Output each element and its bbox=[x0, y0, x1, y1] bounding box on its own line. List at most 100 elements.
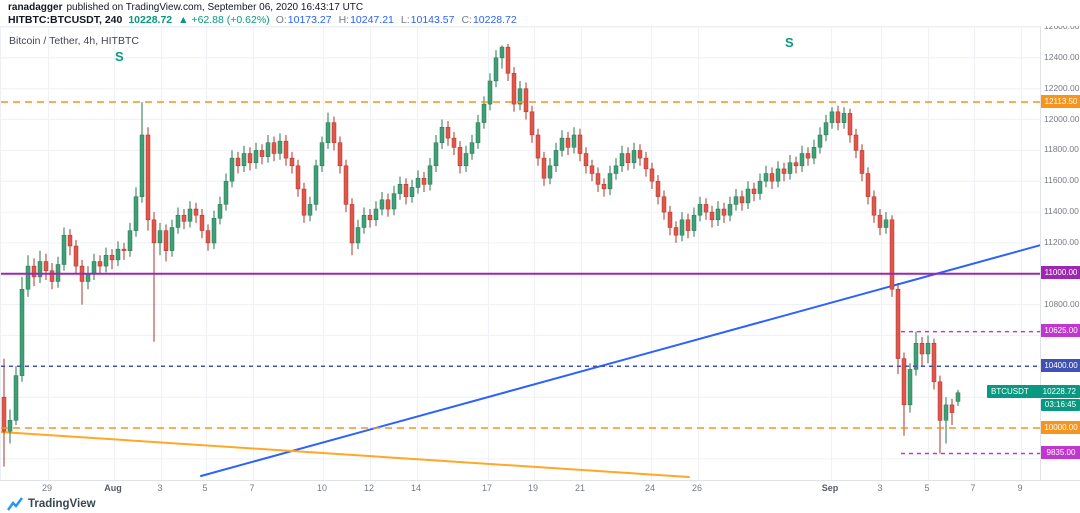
candle-body bbox=[229, 157, 235, 182]
candle-body bbox=[175, 214, 181, 228]
candle-body bbox=[583, 153, 589, 167]
candle-body bbox=[325, 122, 331, 143]
ohlc-field-label: O: bbox=[275, 14, 287, 26]
candle-body bbox=[127, 230, 133, 251]
wave-annotation[interactable]: S bbox=[785, 35, 794, 50]
candle-body bbox=[751, 188, 757, 194]
price-axis[interactable]: 12600.00 12400.00 12200.00 12000.00 11800.00… bbox=[1040, 21, 1080, 494]
candle-body bbox=[427, 165, 433, 185]
price-level-label: 10625.00 bbox=[1041, 324, 1080, 337]
candle-body bbox=[775, 168, 781, 182]
time-axis-label: 7 bbox=[970, 483, 976, 493]
candle-body bbox=[271, 142, 277, 154]
candle-body bbox=[565, 137, 571, 148]
published-text: published on TradingView.com, September … bbox=[66, 2, 364, 13]
candle-body bbox=[43, 261, 49, 272]
candlestick-chart[interactable] bbox=[1, 27, 1040, 480]
brand-name[interactable]: TradingView bbox=[28, 497, 96, 510]
candle-body bbox=[433, 142, 439, 167]
candle-body bbox=[313, 165, 319, 205]
price-level-label: 10000.00 bbox=[1041, 421, 1080, 434]
candle-body bbox=[403, 184, 409, 197]
candle-body bbox=[445, 127, 451, 139]
candle-body bbox=[247, 153, 253, 164]
candle-body bbox=[523, 88, 529, 113]
candle-body bbox=[709, 211, 715, 221]
candle-body bbox=[289, 157, 295, 167]
time-axis-label: 3 bbox=[157, 483, 163, 493]
candle-body bbox=[613, 165, 619, 174]
time-axis-label: 5 bbox=[202, 483, 208, 493]
price-level-label: 12113.50 bbox=[1041, 95, 1080, 108]
chart-header: ranadagger published on TradingView.com, … bbox=[0, 0, 1080, 26]
candle-body bbox=[517, 88, 523, 105]
price-axis-label: 12600.00 bbox=[1044, 21, 1080, 31]
candle-body bbox=[145, 134, 151, 221]
candle-body bbox=[919, 342, 925, 355]
candle-body bbox=[355, 227, 361, 244]
candle-body bbox=[811, 147, 817, 159]
tradingview-logo-icon bbox=[7, 496, 23, 511]
candle-body bbox=[577, 134, 583, 154]
time-axis-label: 3 bbox=[877, 483, 883, 493]
candle-body bbox=[907, 369, 913, 406]
ohlc-field-value: 10143.57 bbox=[410, 14, 455, 26]
candle-body bbox=[367, 214, 373, 221]
candle-body bbox=[19, 288, 25, 376]
candle-body bbox=[217, 204, 223, 219]
candle-body bbox=[487, 80, 493, 105]
candle-body bbox=[643, 157, 649, 170]
candle-body bbox=[457, 147, 463, 167]
price-level-label: 9835.00 bbox=[1041, 446, 1080, 459]
candle-body bbox=[379, 199, 385, 210]
candle-body bbox=[541, 157, 547, 179]
ohlc-field-value: 10228.72 bbox=[472, 14, 517, 26]
ohlc-field-value: 10247.21 bbox=[350, 14, 394, 26]
candle-body bbox=[121, 248, 127, 251]
rising-support-trendline[interactable] bbox=[200, 244, 1040, 477]
candle-body bbox=[415, 177, 421, 188]
price-level-label: 11000.00 bbox=[1041, 266, 1080, 279]
candle-body bbox=[481, 103, 487, 123]
candle-body bbox=[889, 219, 895, 290]
candle-body bbox=[25, 265, 31, 290]
candle-body bbox=[85, 273, 91, 282]
candle-body bbox=[835, 111, 841, 123]
candle-body bbox=[241, 153, 247, 167]
candle-body bbox=[883, 219, 889, 228]
candle-body bbox=[181, 214, 187, 222]
descending-trendline[interactable] bbox=[1, 431, 690, 478]
time-axis-label: 17 bbox=[481, 483, 492, 493]
candle-body bbox=[307, 204, 313, 216]
candle-body bbox=[61, 234, 67, 265]
candle-body bbox=[739, 196, 745, 204]
chart-plot-area[interactable]: Bitcoin / Tether, 4h, HITBTC S S bbox=[0, 26, 1040, 480]
candle-body bbox=[535, 134, 541, 159]
time-axis[interactable]: 29 Aug 3 5 7 10 12 14 17 19 21 24 26 Sep 3 5 7 9 bbox=[0, 480, 1080, 495]
candle-body bbox=[733, 196, 739, 205]
candle-body bbox=[601, 184, 607, 190]
candle-body bbox=[865, 173, 871, 197]
candle-body bbox=[823, 122, 829, 136]
time-axis-label: 19 bbox=[527, 483, 538, 493]
price-axis-label: 10800.00 bbox=[1044, 299, 1080, 309]
symbol-info-line: HITBTC:BTCUSDT, 240 10228.72 ▲ +62.88 (+0.… bbox=[8, 14, 1080, 27]
candle-body bbox=[829, 111, 835, 123]
candle-body bbox=[265, 142, 271, 157]
candle-body bbox=[67, 234, 73, 247]
time-axis-label: 14 bbox=[410, 483, 421, 493]
candle-body bbox=[499, 46, 505, 59]
candle-body bbox=[853, 134, 859, 151]
candle-body bbox=[859, 150, 865, 174]
candle-body bbox=[553, 150, 559, 167]
candle-body bbox=[157, 230, 163, 244]
time-axis-label: Aug bbox=[104, 483, 122, 493]
candle-body bbox=[151, 219, 157, 244]
wave-annotation[interactable]: S bbox=[115, 49, 124, 64]
candle-body bbox=[295, 165, 301, 190]
candle-body bbox=[781, 168, 787, 174]
candle-body bbox=[871, 196, 877, 216]
candle-body bbox=[697, 204, 703, 216]
candle-body bbox=[769, 173, 775, 182]
